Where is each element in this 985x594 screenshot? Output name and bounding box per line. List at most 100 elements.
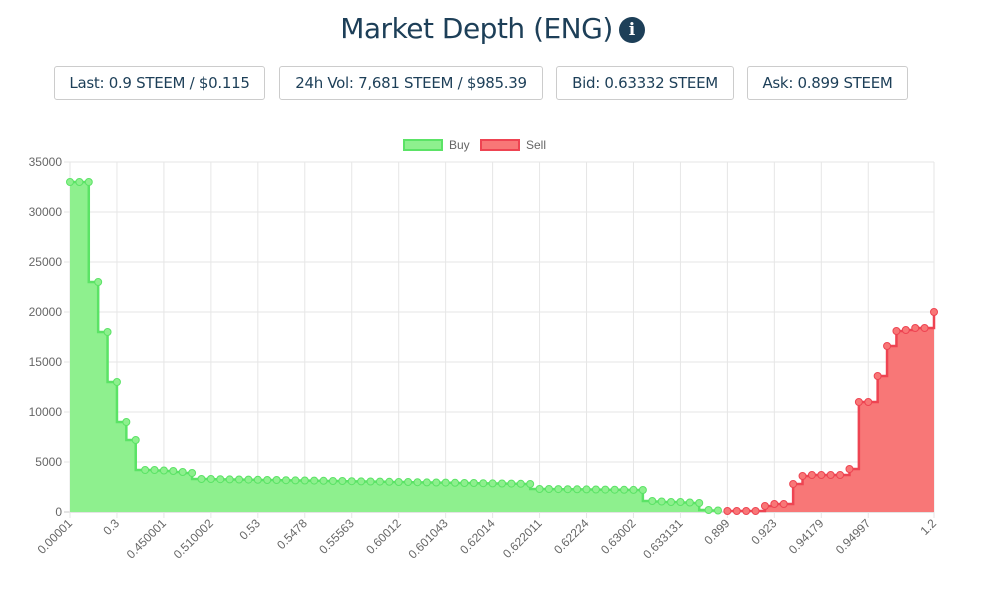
sell-point: [845, 465, 854, 473]
buy-point: [300, 476, 309, 485]
x-tick-label: 0.923: [748, 516, 779, 547]
sell-point: [930, 308, 938, 316]
sell-area: [727, 312, 934, 512]
buy-point: [620, 485, 629, 494]
buy-point: [648, 497, 657, 505]
bid-stat: Bid: 0.63332 STEEM: [556, 66, 734, 100]
buy-point: [582, 485, 591, 494]
buy-point: [601, 485, 610, 494]
x-tick-label: 0.55563: [316, 516, 357, 557]
buy-legend-label: Buy: [449, 138, 470, 152]
y-tick-label: 30000: [29, 205, 63, 219]
sell-point: [779, 500, 788, 508]
sell-point: [789, 480, 798, 488]
sell-point: [807, 471, 816, 479]
buy-point: [216, 475, 225, 484]
buy-point: [667, 498, 676, 506]
title-text: Market Depth (ENG): [340, 12, 613, 45]
x-tick-label: 0.622011: [500, 516, 545, 561]
buy-point: [225, 475, 234, 484]
buy-point: [441, 478, 450, 487]
buy-point: [159, 466, 168, 475]
buy-point: [394, 478, 403, 486]
buy-point: [629, 485, 638, 494]
sell-point: [723, 507, 732, 515]
y-tick-label: 10000: [29, 405, 63, 419]
buy-point: [357, 477, 366, 486]
sell-point: [864, 398, 873, 406]
buy-point: [75, 178, 84, 186]
buy-point: [535, 485, 544, 493]
sell-point: [742, 507, 751, 515]
buy-point: [188, 469, 197, 477]
sell-point: [892, 327, 901, 335]
sell-point: [732, 507, 741, 515]
legend-item-buy[interactable]: Buy: [403, 138, 470, 152]
x-tick-label: 0.62224: [551, 516, 592, 557]
y-tick-label: 5000: [35, 455, 62, 469]
buy-point: [310, 476, 319, 485]
buy-point: [685, 498, 694, 507]
legend-item-sell[interactable]: Sell: [480, 138, 546, 152]
buy-point: [638, 486, 647, 494]
buy-point: [704, 506, 713, 514]
buy-point: [197, 475, 206, 483]
sell-point: [836, 471, 845, 479]
buy-point: [544, 485, 553, 493]
buy-point: [150, 466, 159, 474]
x-tick-label: 0.53: [237, 516, 264, 543]
buy-point: [695, 499, 704, 507]
buy-point: [498, 479, 506, 488]
buy-swatch: [403, 139, 443, 151]
buy-point: [366, 477, 375, 486]
buy-point: [319, 476, 328, 485]
buy-point: [169, 467, 178, 475]
buy-point: [84, 178, 93, 186]
buy-point: [563, 485, 572, 494]
y-tick-label: 0: [55, 505, 62, 519]
x-tick-label: 0.63002: [598, 516, 639, 557]
buy-point: [554, 485, 563, 494]
buy-point: [591, 485, 600, 494]
x-tick-label: 0.5478: [274, 516, 310, 552]
sell-point: [817, 471, 826, 479]
buy-point: [235, 475, 244, 484]
buy-point: [347, 477, 356, 486]
x-tick-label: 1.2: [917, 516, 939, 538]
info-icon[interactable]: i: [618, 17, 645, 43]
y-tick-label: 25000: [29, 255, 63, 269]
sell-point: [883, 342, 892, 350]
buy-point: [460, 479, 469, 487]
volume-stat: 24h Vol: 7,681 STEEM / $985.39: [279, 66, 543, 100]
buy-point: [469, 479, 478, 487]
x-tick-label: 0.633131: [640, 516, 686, 562]
buy-point: [338, 477, 347, 485]
buy-point: [385, 477, 394, 486]
buy-point: [516, 479, 525, 488]
x-tick-label: 0.510002: [171, 516, 217, 562]
x-tick-label: 0.60012: [363, 516, 404, 557]
last-price-stat: Last: 0.9 STEEM / $0.115: [54, 66, 265, 100]
buy-point: [526, 480, 535, 488]
sell-point: [760, 502, 769, 510]
x-tick-label: 0.601043: [405, 516, 451, 562]
x-tick-label: 0.62014: [457, 516, 498, 557]
buy-point: [676, 498, 685, 506]
buy-point: [573, 485, 582, 494]
buy-point: [488, 479, 497, 488]
sell-point: [901, 326, 910, 334]
y-tick-label: 15000: [29, 355, 63, 369]
buy-point: [282, 476, 290, 485]
sell-point: [873, 372, 882, 380]
buy-point: [206, 475, 215, 483]
buy-point: [272, 476, 281, 484]
sell-point: [798, 472, 807, 480]
buy-point: [507, 479, 516, 488]
y-tick-label: 35000: [29, 155, 63, 169]
buy-point: [657, 497, 666, 506]
buy-point: [413, 478, 422, 487]
buy-point: [432, 478, 441, 487]
buy-point: [244, 475, 253, 484]
sell-point: [751, 507, 760, 515]
